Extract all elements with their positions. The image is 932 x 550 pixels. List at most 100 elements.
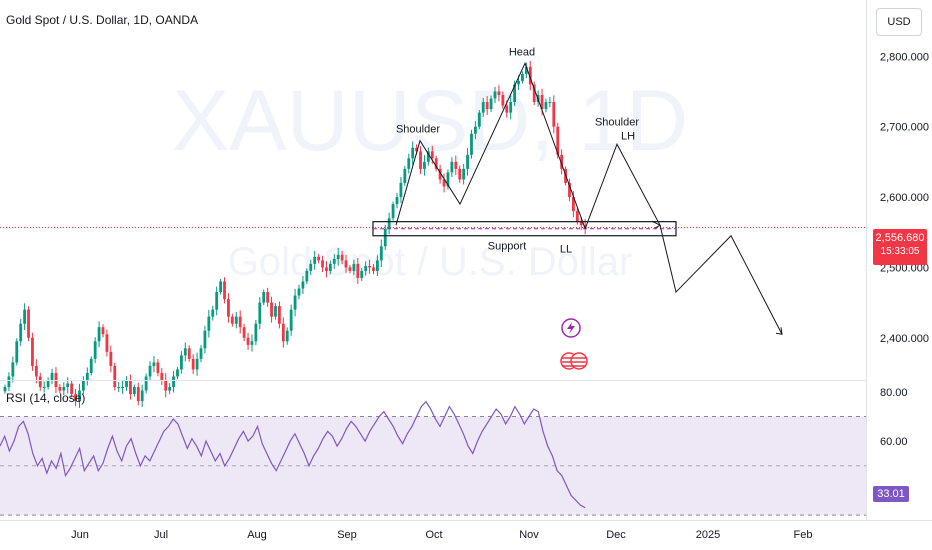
candle-body (301, 281, 305, 289)
candle-body (328, 263, 332, 271)
lower-low-label: LL (560, 244, 572, 256)
rsi-tick-label: 80.00 (880, 387, 908, 399)
candle-body (289, 309, 293, 331)
candle-body (501, 95, 505, 106)
price-axis: 2,800.000 2,700.000 2,600.000 2,500.000 2,40… (880, 51, 929, 344)
target-arrowhead (775, 327, 783, 335)
candle-body (156, 362, 160, 373)
candle-body (148, 365, 152, 377)
candle-body (215, 292, 219, 310)
candle-body (180, 355, 183, 370)
time-axis: Jun Jul Aug Sep Oct Nov Dec 2025 Feb (71, 529, 812, 541)
candle-body (325, 267, 328, 271)
candle-body (540, 95, 544, 110)
watermark-name: Gold Spot / U.S. Dollar (228, 240, 633, 284)
candle-body (23, 309, 26, 324)
time-tick-label: 2025 (696, 529, 720, 541)
candle-body (462, 168, 466, 180)
rsi-guides (0, 416, 866, 516)
time-tick-label: Aug (247, 529, 267, 541)
candle-body (109, 351, 113, 366)
price-tick-label: 2,600.000 (880, 192, 929, 204)
candle-body (262, 292, 266, 303)
candle-body (113, 365, 117, 388)
candle-body (313, 256, 317, 264)
candle-body (411, 147, 415, 159)
candle-body (293, 295, 297, 310)
candle-body (250, 341, 254, 345)
candle-body (470, 133, 473, 155)
candle-body (66, 383, 70, 388)
candle-body (7, 376, 11, 388)
time-tick-label: Jul (154, 529, 168, 541)
candle-body (493, 91, 497, 99)
last-price-value: 2,556.680 (875, 232, 925, 244)
candle-body (332, 258, 336, 264)
candle-body (242, 327, 246, 338)
candle-body (164, 380, 168, 391)
main-pane: XAUUSD, 1D Gold Spot / U.S. Dollar Shoul… (0, 46, 866, 408)
rsi-title[interactable]: RSI (14, close) (6, 391, 86, 405)
support-label: Support (488, 241, 527, 253)
candle-body (234, 316, 238, 324)
candle-body (140, 390, 144, 402)
candle-body (195, 358, 199, 370)
event-icons (560, 318, 588, 370)
candle-body (274, 306, 277, 317)
candle-body (270, 302, 273, 317)
candle-body (101, 327, 105, 335)
candle-body (454, 161, 458, 169)
candle-body (297, 288, 301, 296)
watermark-ticker: XAUUSD, 1D (172, 73, 688, 169)
time-tick-label: Nov (519, 529, 539, 541)
candle-body (438, 168, 442, 180)
flag-stripes (562, 357, 586, 367)
candle-body (160, 372, 164, 380)
candle-body (74, 394, 77, 402)
price-tick-label: 2,700.000 (880, 122, 929, 134)
candle-body (132, 387, 136, 395)
candle-body (285, 330, 289, 342)
candle-body (403, 168, 407, 183)
us-flag-event-icon-2[interactable] (570, 352, 588, 370)
candle-body (258, 302, 262, 324)
candle-body (556, 126, 560, 155)
candle-body (309, 263, 313, 271)
candle-body (521, 73, 524, 81)
bar-countdown: 15:33:05 (880, 246, 920, 257)
candle-body (474, 126, 477, 134)
candle-body (223, 281, 226, 300)
candle-body (191, 358, 195, 370)
candle-body (70, 383, 74, 395)
left-shoulder-label: Shoulder (396, 124, 440, 136)
currency-button[interactable]: USD (876, 8, 922, 36)
candles-layer (3, 60, 587, 408)
candle-body (481, 102, 485, 113)
price-tick-label: 2,800.000 (880, 51, 929, 63)
candle-body (266, 292, 270, 303)
candle-body (152, 362, 156, 366)
candle-body (117, 387, 121, 389)
candle-body (82, 380, 85, 391)
candle-body (50, 372, 54, 380)
candle-body (254, 323, 258, 342)
candle-body (34, 365, 38, 377)
lower-high-label: LH (621, 130, 635, 142)
candle-body (391, 204, 395, 219)
retest-arrowhead (651, 220, 662, 229)
candle-body (199, 348, 203, 359)
symbol-title[interactable]: Gold Spot / U.S. Dollar, 1D, OANDA (6, 13, 199, 27)
candle-body (583, 225, 587, 228)
rsi-tick-label: 60.00 (880, 436, 908, 448)
candle-body (407, 158, 411, 169)
candle-body (238, 316, 242, 328)
candle-body (121, 387, 124, 389)
candle-body (246, 337, 250, 345)
candle-body (430, 151, 434, 159)
candle-body (423, 161, 426, 169)
candle-body (399, 182, 403, 198)
candle-body (485, 102, 489, 110)
candle-body (31, 337, 34, 366)
